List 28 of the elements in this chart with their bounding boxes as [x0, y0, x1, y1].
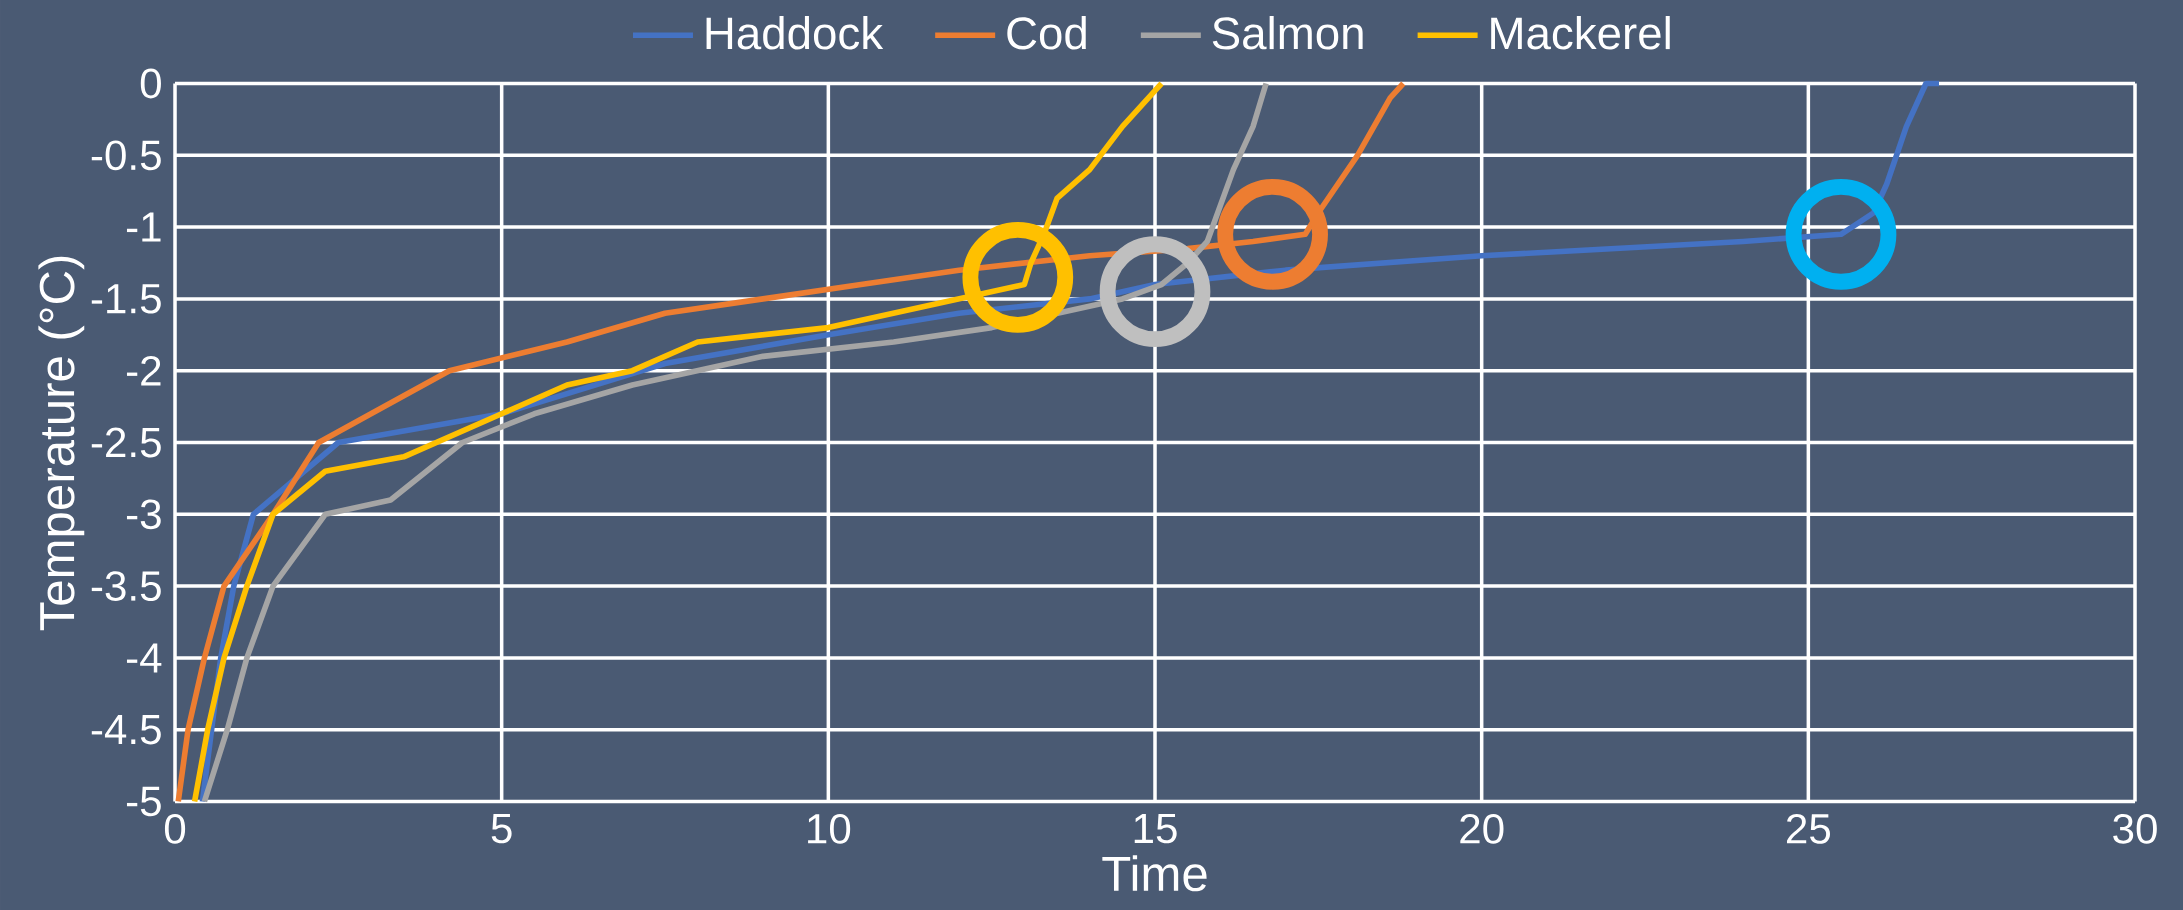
x-tick-label: 30: [2113, 813, 2157, 844]
legend-label: Haddock: [706, 15, 884, 50]
x-axis-title: Time: [1102, 855, 1207, 892]
y-tick-label: -0.5: [91, 140, 161, 171]
point: [1217, 178, 1328, 290]
point: [1785, 178, 1897, 290]
y-tick-label: -4.5: [91, 715, 161, 745]
point: [1099, 236, 1211, 348]
y-tick-label: -1: [126, 212, 161, 242]
x-tick-label: 5: [491, 813, 512, 844]
x-tick-label: 15: [1134, 813, 1177, 844]
legend-label: Salmon: [1212, 15, 1363, 50]
x-tick-label: 10: [808, 813, 851, 844]
y-tick-label: -5: [126, 786, 161, 817]
y-tick-label: -2: [126, 355, 161, 386]
y-tick-label: 0: [140, 68, 161, 99]
y-tick-label: -3.5: [91, 571, 161, 601]
y-axis-title: Temperature (°C): [38, 256, 85, 631]
legend-label: Mackerel: [1491, 15, 1670, 50]
y-tick-label: -4: [126, 643, 162, 673]
x-tick-label: 0: [164, 813, 186, 844]
y-tick-label: -1.5: [91, 284, 161, 314]
x-tick-label: 20: [1460, 813, 1504, 844]
x-tick-label: 25: [1786, 813, 1830, 844]
legend-label: Cod: [1007, 15, 1086, 50]
y-tick-label: -2.5: [91, 427, 161, 458]
point: [962, 222, 1074, 333]
y-tick-label: -3: [126, 499, 161, 530]
